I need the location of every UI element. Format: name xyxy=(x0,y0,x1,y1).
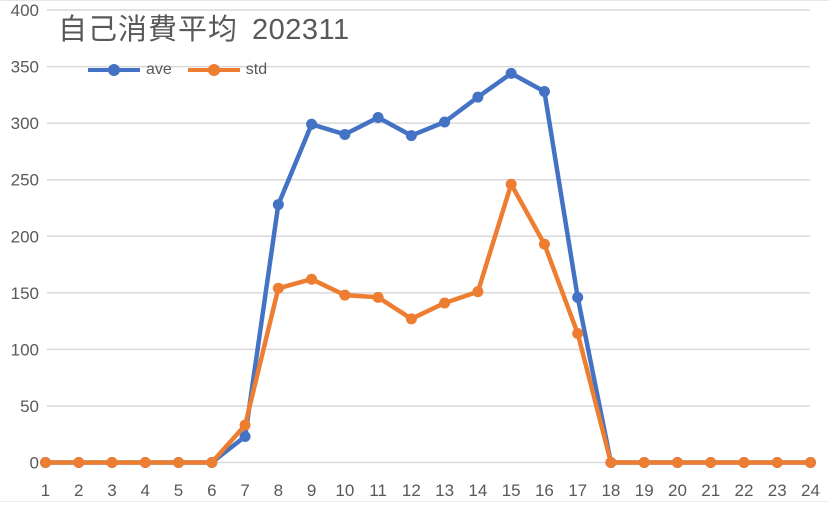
data-point-std xyxy=(605,457,617,468)
chart-legend: ave std xyxy=(88,60,283,80)
data-point-std xyxy=(139,457,151,468)
x-tick-label: 9 xyxy=(307,481,316,500)
data-point-std xyxy=(572,328,584,340)
x-tick-label: 7 xyxy=(240,481,249,500)
data-point-std xyxy=(705,457,717,468)
data-point-ave xyxy=(538,85,550,97)
data-point-ave xyxy=(405,130,417,142)
y-tick-label: 300 xyxy=(11,114,39,133)
x-tick-label: 2 xyxy=(74,481,83,500)
x-tick-label: 21 xyxy=(701,481,720,500)
data-point-ave xyxy=(505,67,517,79)
chart-title-period: 202311 xyxy=(252,14,350,46)
data-point-std xyxy=(306,273,318,285)
chart-title: 自己消費平均 202311 xyxy=(58,6,350,48)
x-tick-label: 23 xyxy=(768,481,787,500)
data-point-std xyxy=(339,289,351,301)
legend-item-ave: ave xyxy=(88,60,182,80)
x-tick-label: 8 xyxy=(274,481,283,500)
data-point-std xyxy=(272,282,284,294)
x-tick-label: 3 xyxy=(107,481,116,500)
legend-marker-icon xyxy=(88,60,140,80)
x-tick-label: 20 xyxy=(668,481,687,500)
data-point-std xyxy=(472,286,484,298)
y-tick-label: 150 xyxy=(11,284,39,303)
data-point-ave xyxy=(339,128,351,140)
y-tick-label: 400 xyxy=(11,1,39,20)
data-point-ave xyxy=(439,116,451,128)
x-tick-label: 22 xyxy=(735,481,754,500)
data-point-ave xyxy=(372,111,384,123)
data-point-std xyxy=(106,457,118,468)
data-point-std xyxy=(40,457,51,468)
x-tick-label: 15 xyxy=(502,481,521,500)
x-tick-label: 1 xyxy=(41,481,50,500)
data-point-std xyxy=(738,457,750,468)
data-point-std xyxy=(206,457,218,468)
y-tick-label: 350 xyxy=(11,58,39,77)
chart-title-text: 自己消費平均 xyxy=(58,12,239,46)
x-tick-label: 14 xyxy=(468,481,487,500)
y-tick-label: 200 xyxy=(11,227,39,246)
x-tick-label: 12 xyxy=(402,481,421,500)
data-point-std xyxy=(173,457,185,468)
x-tick-label: 24 xyxy=(801,481,820,500)
legend-label-ave: ave xyxy=(146,61,172,78)
x-tick-label: 4 xyxy=(141,481,150,500)
x-tick-label: 5 xyxy=(174,481,183,500)
data-point-std xyxy=(73,457,85,468)
x-tick-label: 10 xyxy=(335,481,354,500)
data-point-std xyxy=(405,313,417,325)
data-point-ave xyxy=(572,291,584,303)
data-point-ave xyxy=(239,430,251,442)
x-tick-label: 13 xyxy=(435,481,454,500)
data-point-std xyxy=(771,457,783,468)
legend-dot-std xyxy=(207,64,220,76)
x-tick-label: 19 xyxy=(635,481,654,500)
series-line-ave xyxy=(43,71,813,465)
x-tick-label: 6 xyxy=(207,481,216,500)
data-point-std xyxy=(538,238,550,250)
x-tick-label: 17 xyxy=(568,481,587,500)
legend-marker-icon xyxy=(187,60,240,80)
x-tick-label: 16 xyxy=(535,481,554,500)
data-point-std xyxy=(805,457,816,468)
data-point-ave xyxy=(306,118,318,130)
x-tick-label: 18 xyxy=(601,481,620,500)
series-line-std xyxy=(43,181,813,465)
x-tick-label: 11 xyxy=(369,481,387,500)
data-point-std xyxy=(372,291,384,303)
data-point-std xyxy=(671,457,683,468)
legend-item-std: std xyxy=(187,60,277,80)
y-tick-label: 50 xyxy=(20,397,39,416)
data-point-std xyxy=(439,297,451,309)
y-tick-label: 0 xyxy=(30,454,39,473)
data-point-std xyxy=(239,419,251,431)
data-point-ave xyxy=(272,199,284,211)
y-tick-label: 100 xyxy=(11,340,39,359)
legend-dot-ave xyxy=(108,64,120,76)
y-tick-label: 250 xyxy=(11,171,39,190)
data-point-std xyxy=(505,178,517,190)
data-point-ave xyxy=(472,91,484,103)
legend-label-std: std xyxy=(245,61,268,78)
data-point-std xyxy=(638,457,650,468)
